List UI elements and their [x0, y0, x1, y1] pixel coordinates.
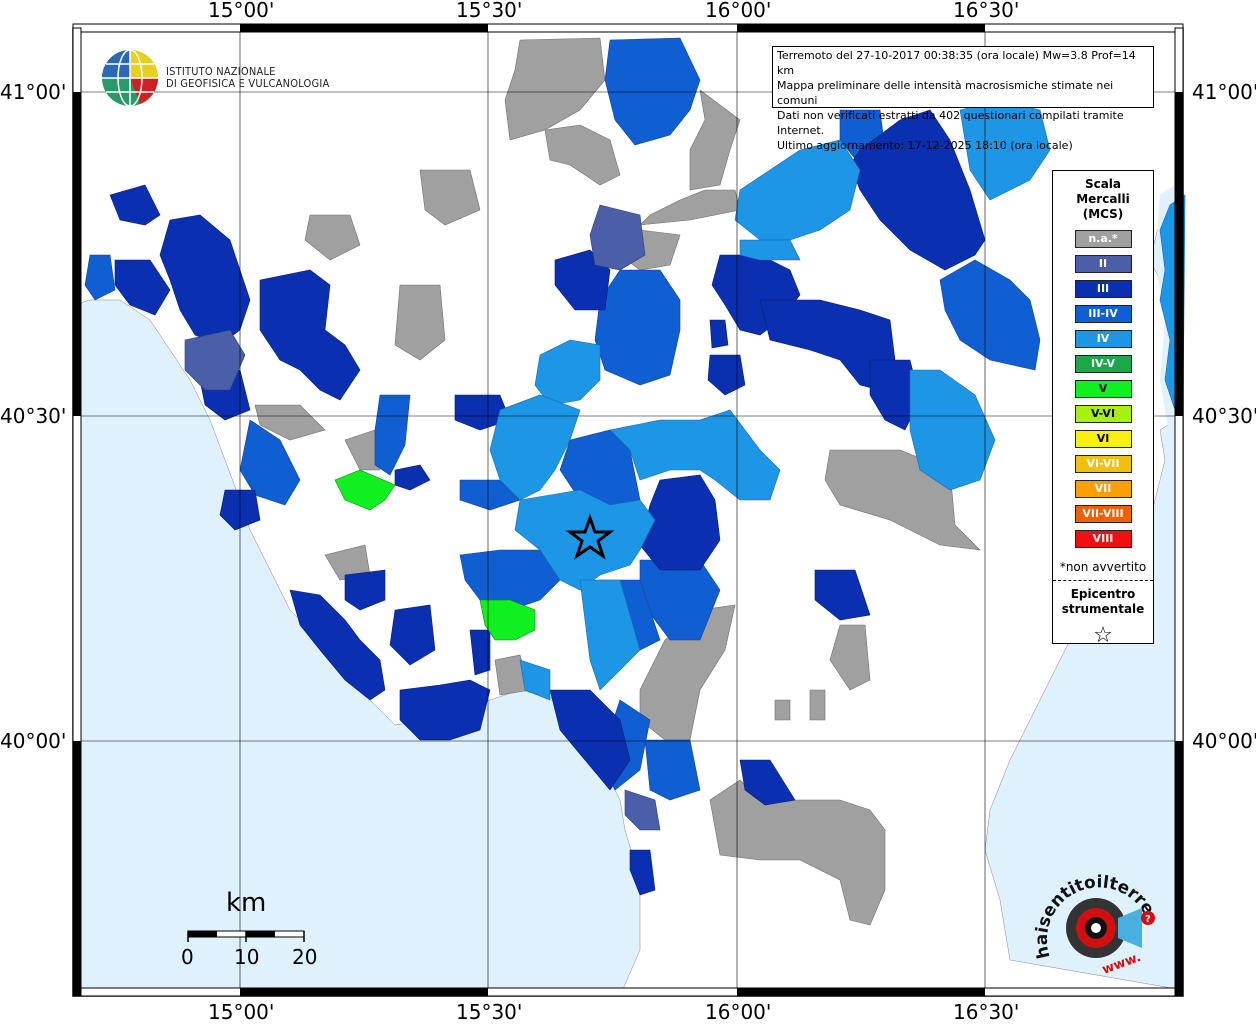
lon-label-top: 16°00' — [705, 0, 772, 22]
scale-tick-label: 10 — [234, 945, 260, 969]
haisentito-logo: haisentitoilterremoto.it ? www. — [1030, 862, 1158, 978]
legend-note: *non avvertito — [1059, 560, 1147, 574]
map-frame — [72, 23, 1184, 997]
legend-swatch-v-vi: V-VI — [1074, 405, 1132, 423]
epicentre-legend-icon: ☆ — [1093, 623, 1113, 648]
legend-title-line: (MCS) — [1082, 207, 1124, 221]
legend-swatch-iii: III — [1074, 280, 1132, 298]
region-ii — [184, 204, 661, 831]
logo-line-2: DI GEOFISICA E VULCANOLOGIA — [166, 77, 330, 90]
lat-label-right: 40°00' — [1192, 729, 1256, 753]
scale-bar — [187, 930, 305, 942]
event-info-box: Terremoto del 27-10-2017 00:38:35 (ora l… — [772, 46, 1154, 152]
legend-swatch-vii-viii: VII-VIII — [1074, 505, 1132, 523]
megaphone-icon — [1118, 908, 1142, 948]
lon-label-top: 15°30' — [456, 0, 523, 22]
legend-swatches: n.a.* II III III-IV IV IV-V V V-VI VI VI-VII VII VI… — [1053, 230, 1153, 548]
legend-swatch-iii-iv: III-IV — [1074, 305, 1132, 323]
graticule — [73, 28, 1183, 996]
legend-swatch-ii: II — [1074, 255, 1132, 273]
epicentre-label-line: Epicentro — [1070, 587, 1136, 601]
epicentre-label-line: strumentale — [1061, 602, 1145, 616]
mcs-legend: Scala Mercalli (MCS) n.a.* II III III-IV IV I… — [1052, 170, 1154, 648]
legend-swatch-iv: IV — [1074, 330, 1132, 348]
legend-swatch-n-a: n.a.* — [1074, 230, 1132, 248]
info-line: Dati non verificati estratti da 402 ques… — [777, 109, 1124, 137]
legend-swatch-v: V — [1074, 380, 1132, 398]
question-icon — [1141, 911, 1155, 925]
info-line: Mappa preliminare delle intensità macros… — [777, 79, 1114, 107]
info-line: Ultimo aggiornamento: 17-12-2025 18:10 (… — [777, 139, 1073, 152]
legend-title-line: Scala — [1084, 177, 1122, 191]
info-line: Terremoto del 27-10-2017 00:38:35 (ora l… — [777, 49, 1136, 77]
legend-divider — [1053, 580, 1153, 581]
lat-label-right: 41°00' — [1192, 80, 1256, 104]
scale-tick-label: 0 — [181, 945, 194, 969]
lon-label-bottom: 15°30' — [456, 1000, 523, 1024]
scale-unit: km — [226, 888, 267, 918]
legend-swatch-vii: VII — [1074, 480, 1132, 498]
globe-icon — [102, 49, 158, 107]
legend-title: Scala Mercalli (MCS) — [1053, 177, 1153, 222]
legend-swatch-viii: VIII — [1074, 530, 1132, 548]
lon-label-bottom: 16°30' — [953, 1000, 1020, 1024]
legend-title-line: Mercalli — [1076, 192, 1130, 206]
lat-label-left: 40°30' — [0, 404, 67, 428]
legend-swatch-iv-v: IV-V — [1074, 355, 1132, 373]
ingv-logo: ISTITUTO NAZIONALE DI GEOFISICA E VULCAN… — [100, 48, 329, 108]
lat-label-left: 41°00' — [0, 80, 67, 104]
lon-label-bottom: 15°00' — [208, 1000, 275, 1024]
legend-swatch-vi: VI — [1074, 430, 1132, 448]
lon-label-top: 15°00' — [208, 0, 275, 22]
lon-label-bottom: 16°00' — [705, 1000, 772, 1024]
lat-label-left: 40°00' — [0, 729, 67, 753]
scale-tick-label: 20 — [292, 945, 318, 969]
lon-label-top: 16°30' — [953, 0, 1020, 22]
lat-label-right: 40°30' — [1192, 404, 1256, 428]
legend-swatch-vi-vii: VI-VII — [1074, 455, 1132, 473]
region-na — [189, 37, 981, 926]
epicentre-label: Epicentro strumentale — [1053, 587, 1153, 617]
svg-text:?: ? — [1145, 914, 1151, 925]
region-v — [334, 469, 536, 641]
logo-line-1: ISTITUTO NAZIONALE — [166, 65, 276, 78]
epicentre-star-icon — [565, 513, 615, 560]
